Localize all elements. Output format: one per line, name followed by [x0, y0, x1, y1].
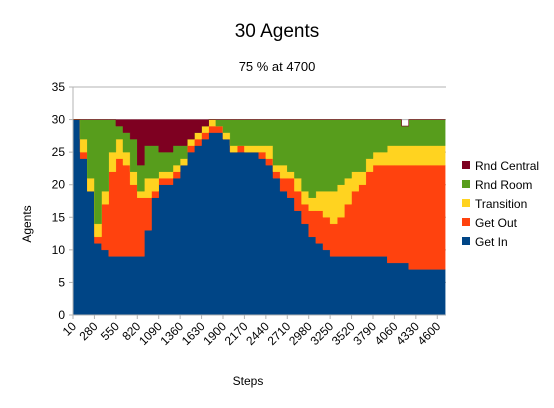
chart-title: 30 Agents: [235, 21, 320, 42]
x-tick-label: 4600: [415, 319, 444, 348]
x-axis: 1028055082010901360163019002170244027102…: [60, 314, 446, 348]
legend-swatch: [462, 218, 470, 226]
legend-swatch: [462, 199, 470, 207]
y-tick-label: 10: [52, 243, 66, 257]
legend-label: Get Out: [475, 216, 518, 230]
area-rnd-central: [73, 119, 446, 166]
y-tick-label: 0: [58, 308, 65, 322]
legend-swatch: [462, 180, 470, 188]
legend-label: Get In: [475, 235, 508, 249]
legend-swatch: [462, 237, 470, 245]
area-series: [72, 119, 446, 316]
y-tick-label: 30: [52, 113, 66, 127]
y-tick-label: 20: [52, 178, 66, 192]
y-tick-label: 5: [58, 275, 65, 289]
plot-area: 0 5 10 15 20 25 30 35 1028055082010901360163019…: [52, 80, 446, 348]
legend-swatch: [462, 161, 470, 169]
legend-label: Transition: [475, 197, 527, 211]
x-axis-label: Steps: [233, 374, 264, 388]
y-axis: 0 5 10 15 20 25 30 35: [52, 80, 74, 322]
x-tick-label: 280: [76, 319, 100, 343]
legend-label: Rnd Central: [475, 159, 539, 173]
x-tick-label: 550: [98, 319, 122, 343]
legend-label: Rnd Room: [475, 178, 532, 192]
y-axis-label: Agents: [20, 205, 34, 242]
y-tick-label: 35: [52, 80, 66, 94]
chart-subtitle: 75 % at 4700: [239, 59, 316, 74]
y-tick-label: 25: [52, 145, 66, 159]
legend: Rnd Central Rnd Room Transition Get Out Get …: [462, 159, 539, 249]
y-tick-label: 15: [52, 210, 66, 224]
